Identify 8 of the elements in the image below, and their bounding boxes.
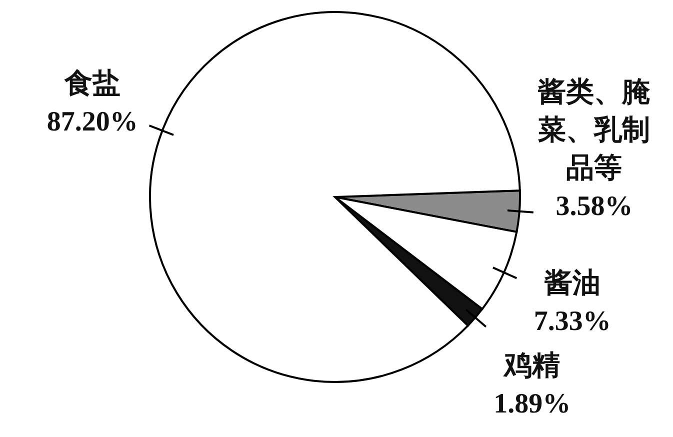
slice-label: 鸡精	[502, 350, 560, 382]
slice-label: 酱油	[543, 268, 600, 300]
slice-label: 酱类、腌菜、乳制品等	[537, 77, 652, 184]
data-label: 1.89%	[494, 388, 571, 420]
data-label: 3.58%	[556, 191, 633, 222]
data-label: 87.20%	[46, 106, 138, 138]
data-label: 7.33%	[534, 306, 611, 338]
slice-label: 食盐	[63, 68, 120, 100]
